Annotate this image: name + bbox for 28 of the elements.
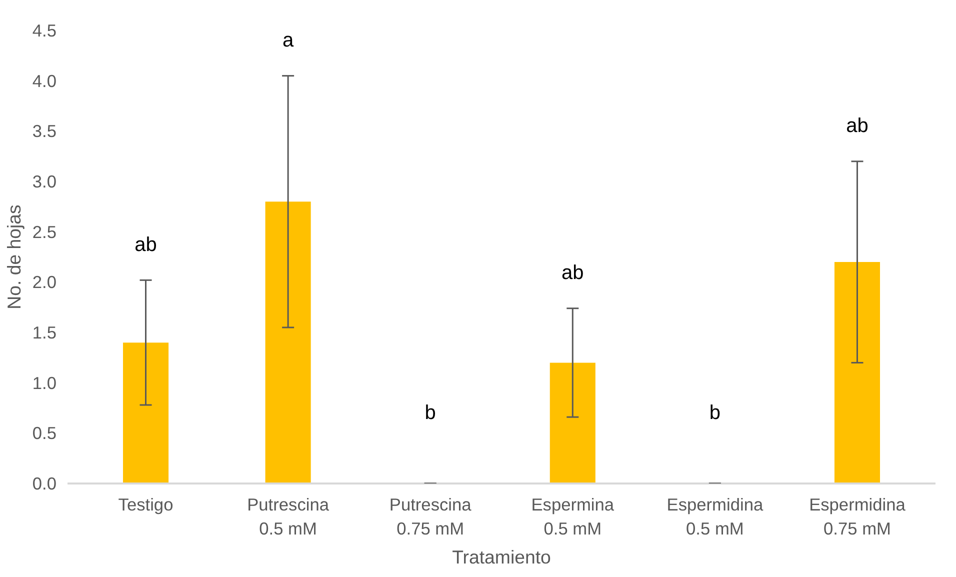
bar — [265, 202, 311, 484]
y-tick-label: 3.5 — [32, 121, 57, 142]
annotation: b — [709, 402, 721, 424]
y-tick-label: 2.5 — [32, 222, 57, 242]
annotation: ab — [846, 115, 868, 138]
x-axis-title: Tratamiento — [452, 546, 551, 568]
x-tick-label: Testigo — [118, 494, 174, 514]
y-tick-label: 2.0 — [32, 272, 57, 292]
x-tick-label: Putrescina 0.75 mM — [389, 494, 472, 538]
y-tick-label: 4.0 — [32, 70, 57, 91]
annotation: ab — [134, 234, 157, 256]
y-tick-label: 1.0 — [32, 372, 57, 393]
y-tick-label: 0.0 — [32, 474, 57, 494]
x-tick-label: Putrescina 0.5 mM — [247, 494, 330, 538]
y-tick-label: 3.0 — [32, 172, 57, 192]
x-tick-label: Espermidina 0.75 mM — [809, 494, 906, 538]
x-tick-label: Espermina 0.5 mM — [531, 494, 614, 538]
bar — [550, 362, 596, 484]
annotation: a — [282, 30, 294, 52]
y-tick-label: 1.5 — [32, 322, 57, 342]
y-axis-title: No. de hojas — [3, 204, 24, 310]
x-tick-label: Espermidina 0.5 mM — [666, 494, 764, 538]
annotation: b — [424, 402, 436, 424]
y-tick-label: 4.5 — [32, 20, 57, 40]
bar — [834, 262, 880, 484]
y-tick-label: 0.5 — [32, 423, 57, 444]
annotation: ab — [562, 262, 584, 284]
bar — [122, 342, 169, 484]
